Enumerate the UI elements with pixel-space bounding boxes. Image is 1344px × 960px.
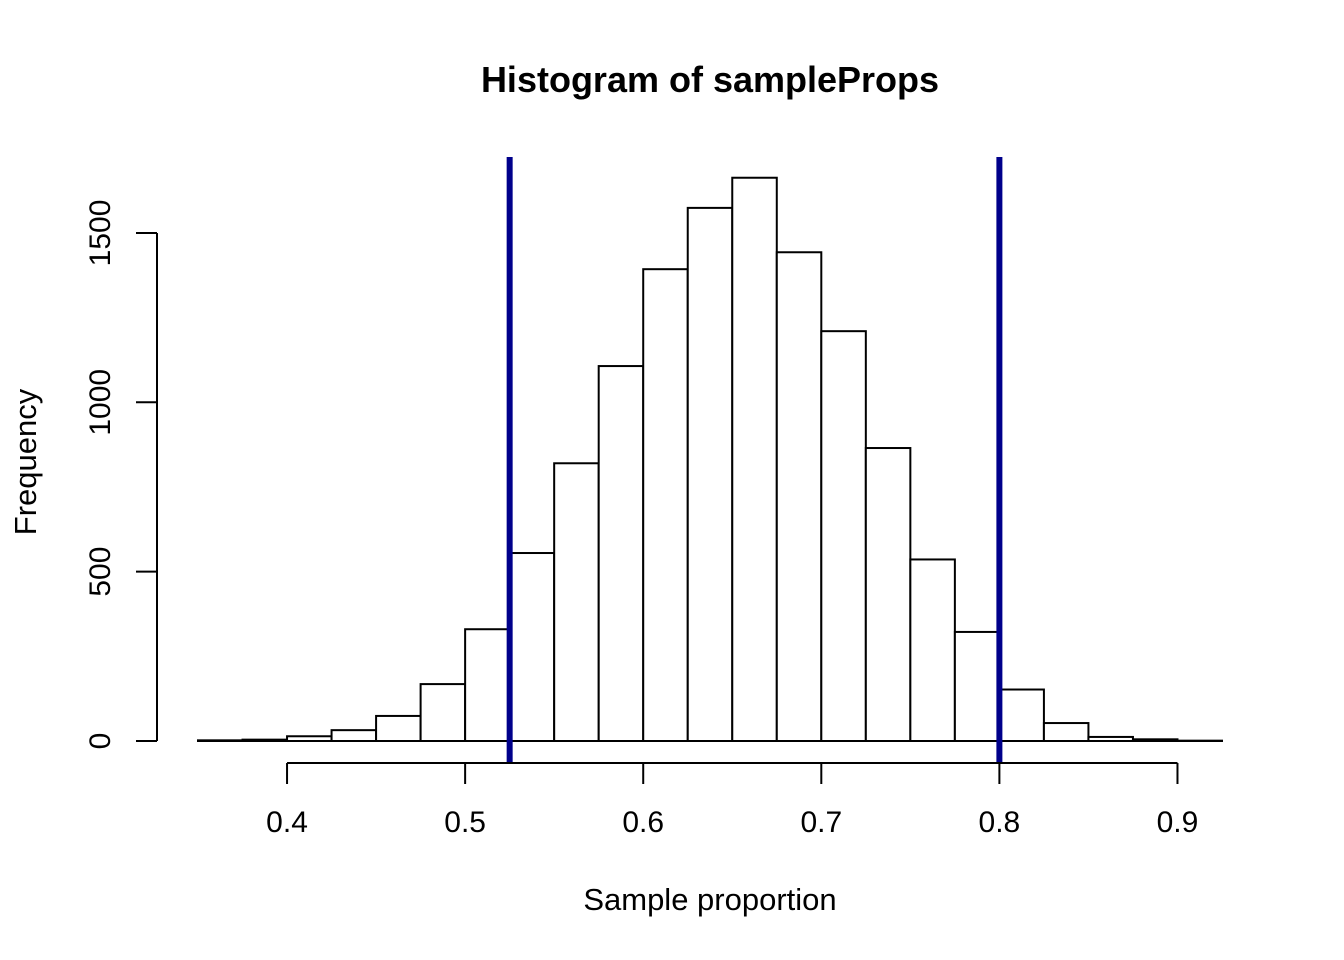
x-tick-label: 0.9: [1157, 806, 1199, 839]
y-axis: 0 500 1000 1500: [84, 200, 158, 750]
x-tick-label: 0.6: [622, 806, 664, 839]
histogram-bar: [375, 714, 422, 743]
histogram-bar: [909, 558, 956, 742]
y-tick-label: 500: [84, 547, 117, 597]
histogram-bar: [1042, 722, 1090, 742]
histogram-bar: [464, 628, 511, 742]
x-tick-label: 0.4: [266, 806, 308, 839]
x-tick-label: 0.7: [800, 806, 842, 839]
histogram-bar: [820, 330, 867, 742]
histogram-bar: [731, 176, 778, 743]
histogram-bar: [775, 251, 823, 743]
y-tick-label: 1000: [84, 369, 117, 436]
reference-lines-group: [506, 157, 1003, 762]
histogram-bar: [508, 552, 556, 742]
x-axis: 0.4 0.5 0.6 0.7 0.8 0.9: [266, 762, 1199, 839]
y-tick-label: 1500: [84, 200, 117, 267]
histogram-bar: [553, 462, 600, 742]
histogram-bar: [642, 268, 689, 742]
y-axis-label: Frequency: [8, 388, 43, 535]
histogram-bar: [330, 729, 378, 743]
x-tick-label: 0.8: [979, 806, 1021, 839]
chart-title: Histogram of sampleProps: [481, 59, 939, 100]
x-axis-label: Sample proportion: [583, 882, 836, 917]
histogram-bar: [686, 206, 734, 742]
bars-group: [197, 176, 1224, 743]
histogram-bar: [953, 630, 1001, 742]
y-tick-label: 0: [84, 733, 117, 750]
histogram-bar: [998, 688, 1045, 742]
histogram-bar: [864, 447, 912, 742]
histogram-bar: [597, 365, 645, 742]
histogram-bar: [419, 683, 467, 742]
x-tick-label: 0.5: [444, 806, 486, 839]
